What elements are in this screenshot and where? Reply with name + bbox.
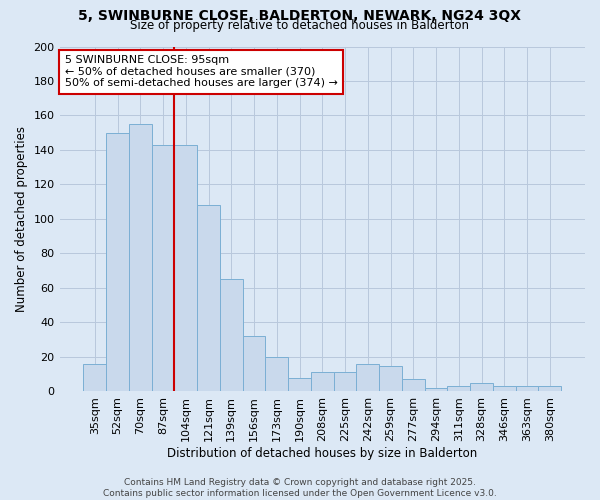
Text: 5, SWINBURNE CLOSE, BALDERTON, NEWARK, NG24 3QX: 5, SWINBURNE CLOSE, BALDERTON, NEWARK, N…: [79, 9, 521, 23]
Text: Contains HM Land Registry data © Crown copyright and database right 2025.
Contai: Contains HM Land Registry data © Crown c…: [103, 478, 497, 498]
Bar: [448, 386, 470, 392]
Bar: [311, 372, 334, 392]
Text: Size of property relative to detached houses in Balderton: Size of property relative to detached ho…: [131, 18, 470, 32]
X-axis label: Distribution of detached houses by size in Balderton: Distribution of detached houses by size …: [167, 447, 478, 460]
Bar: [379, 366, 402, 392]
Bar: [220, 280, 242, 392]
Text: 5 SWINBURNE CLOSE: 95sqm
← 50% of detached houses are smaller (370)
50% of semi-: 5 SWINBURNE CLOSE: 95sqm ← 50% of detach…: [65, 55, 338, 88]
Bar: [265, 357, 288, 392]
Bar: [197, 205, 220, 392]
Bar: [106, 132, 129, 392]
Bar: [288, 378, 311, 392]
Bar: [402, 380, 425, 392]
Bar: [334, 372, 356, 392]
Bar: [129, 124, 152, 392]
Y-axis label: Number of detached properties: Number of detached properties: [15, 126, 28, 312]
Bar: [242, 336, 265, 392]
Bar: [493, 386, 515, 392]
Bar: [175, 145, 197, 392]
Bar: [152, 145, 175, 392]
Bar: [83, 364, 106, 392]
Bar: [425, 388, 448, 392]
Bar: [356, 364, 379, 392]
Bar: [515, 386, 538, 392]
Bar: [470, 383, 493, 392]
Bar: [538, 386, 561, 392]
